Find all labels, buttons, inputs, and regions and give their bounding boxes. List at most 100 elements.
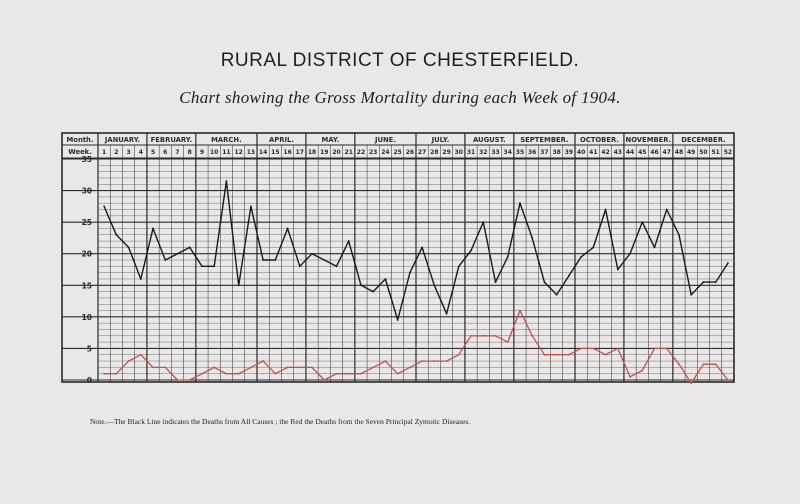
zymotic-point	[543, 353, 546, 356]
month-label: JULY.	[431, 136, 450, 144]
all-causes-point	[653, 246, 656, 249]
week-label: 2	[114, 149, 118, 156]
all-causes-point	[665, 208, 668, 211]
week-label: 49	[687, 149, 695, 156]
week-label: 51	[711, 149, 719, 156]
zymotic-point	[726, 379, 729, 381]
all-causes-point	[335, 265, 338, 268]
zymotic-point	[274, 372, 277, 375]
zymotic-point	[445, 360, 448, 362]
week-label: 40	[577, 149, 585, 156]
month-label: AUGUST.	[473, 136, 506, 144]
zymotic-point	[653, 347, 656, 350]
week-label: 48	[675, 149, 683, 156]
week-label: 8	[188, 149, 192, 156]
week-label: 4	[139, 149, 143, 156]
zymotic-point	[421, 360, 424, 362]
month-label: DECEMBER.	[681, 136, 725, 144]
zymotic-point	[678, 363, 680, 366]
zymotic-point	[335, 372, 338, 375]
week-label: 12	[234, 149, 242, 156]
y-tick-label: 35	[82, 155, 92, 164]
zymotic-point	[714, 363, 717, 366]
zymotic-point	[457, 353, 460, 356]
zymotic-point	[262, 360, 265, 362]
zymotic-point	[298, 366, 301, 369]
zymotic-point	[604, 353, 607, 356]
zymotic-point	[616, 347, 619, 350]
all-causes-point	[360, 284, 362, 287]
all-causes-point	[702, 281, 705, 284]
all-causes-point	[298, 265, 301, 268]
zymotic-point	[396, 372, 399, 375]
week-label: 45	[638, 149, 646, 156]
zymotic-point	[665, 347, 668, 350]
all-causes-point	[188, 246, 191, 249]
zymotic-point	[629, 375, 631, 378]
all-causes-point	[164, 259, 167, 261]
zymotic-point	[408, 366, 411, 369]
zymotic-point	[494, 334, 497, 337]
all-causes-point	[580, 255, 583, 258]
week-label: 22	[357, 149, 365, 156]
week-label: 9	[200, 149, 204, 156]
zymotic-point	[347, 372, 350, 375]
all-causes-point	[714, 281, 717, 284]
week-label: 1	[102, 149, 106, 156]
zymotic-point	[555, 353, 558, 356]
zymotic-point	[506, 341, 509, 344]
week-label: 16	[283, 149, 291, 156]
all-causes-point	[286, 227, 289, 230]
week-label: 24	[381, 149, 389, 156]
week-label: 43	[614, 149, 622, 156]
all-causes-point	[127, 246, 130, 249]
all-causes-point	[482, 221, 485, 224]
all-causes-point	[616, 268, 619, 271]
all-causes-point	[629, 252, 631, 255]
zymotic-point	[384, 360, 387, 362]
week-label: 11	[222, 149, 230, 156]
y-tick-label: 30	[82, 187, 92, 196]
zymotic-point	[702, 363, 705, 366]
week-label: 28	[430, 149, 438, 156]
week-label: 13	[247, 149, 255, 156]
zymotic-point	[519, 309, 521, 312]
week-label: 23	[369, 149, 377, 156]
all-causes-point	[531, 237, 534, 239]
month-label: MARCH.	[211, 136, 242, 144]
all-causes-point	[690, 293, 693, 296]
zymotic-point	[641, 369, 644, 372]
month-label: NOVEMBER.	[626, 136, 672, 144]
week-label: 19	[320, 149, 328, 156]
zymotic-point	[103, 372, 106, 375]
all-causes-point	[103, 205, 106, 208]
zymotic-point	[531, 334, 534, 337]
all-causes-point	[433, 284, 436, 287]
month-label: JANUARY.	[104, 136, 140, 144]
week-label: 37	[540, 149, 548, 156]
week-label: 7	[175, 149, 179, 156]
all-causes-point	[592, 246, 595, 249]
all-causes-point	[249, 205, 252, 208]
week-label: 10	[210, 149, 218, 156]
y-tick-label: 25	[82, 218, 92, 227]
chart-grid	[61, 132, 735, 383]
zymotic-point	[690, 382, 693, 385]
zymotic-point	[360, 372, 362, 375]
all-causes-point	[470, 249, 472, 252]
week-label: 5	[151, 149, 155, 156]
zymotic-point	[237, 372, 240, 375]
zymotic-point	[323, 379, 326, 381]
zymotic-point	[567, 353, 570, 356]
chart-note: Note.—The Black Line indicates the Death…	[90, 417, 471, 426]
all-causes-point	[506, 255, 509, 258]
week-label: 29	[442, 149, 450, 156]
all-causes-point	[176, 252, 179, 255]
zymotic-point	[249, 366, 252, 369]
week-label: 32	[479, 149, 487, 156]
month-label: SEPTEMBER.	[520, 136, 568, 144]
zymotic-point	[127, 360, 130, 362]
zymotic-point	[225, 372, 228, 375]
week-label: 33	[491, 149, 499, 156]
y-tick-label: 15	[82, 281, 92, 290]
